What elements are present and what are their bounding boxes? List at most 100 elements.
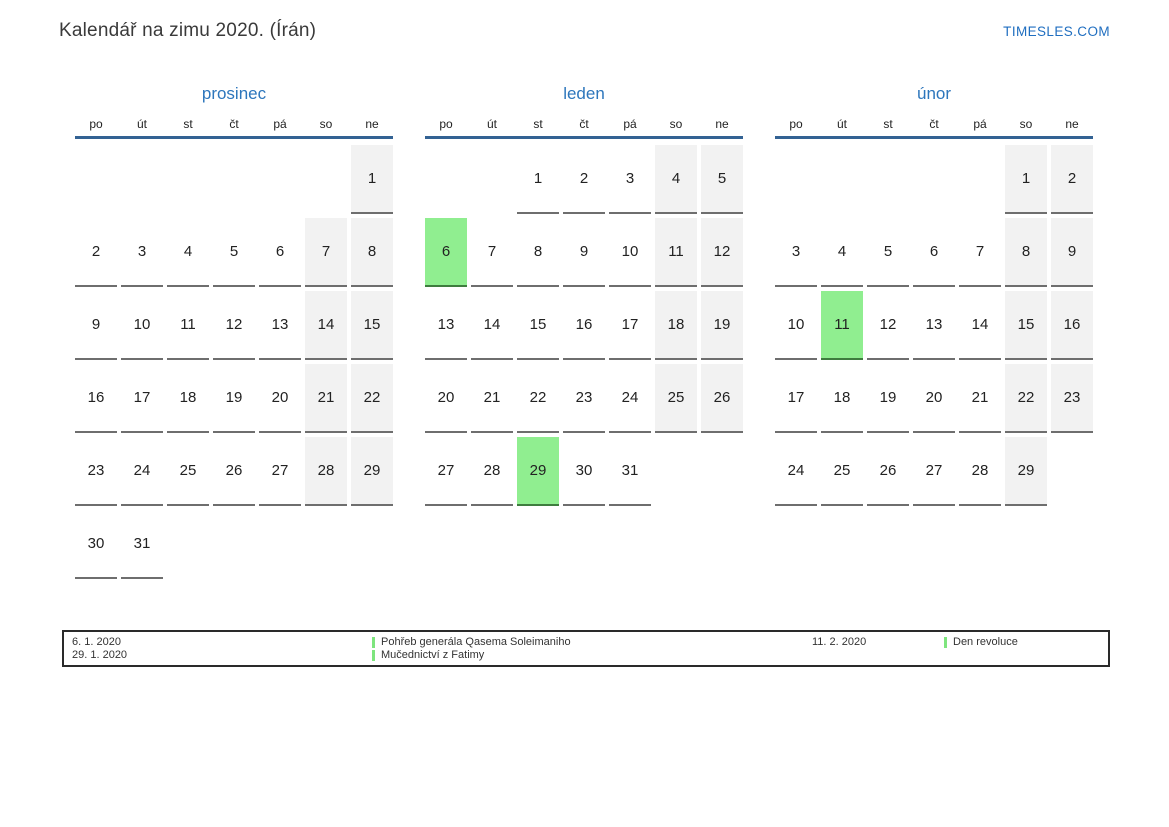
weekday-label-čt: čt	[929, 117, 939, 131]
day-cell-empty	[1051, 437, 1093, 506]
day-grid: 1 2 3 4 5 6 7 8 9 10 11 12 13 14 15 16 17 18 19 20 21 22 23 24 2…	[75, 145, 393, 579]
weekday-header-row: po út st čt pá so ne	[75, 117, 393, 139]
legend-date-label: 6. 1. 2020	[72, 636, 121, 648]
legend-event-bar-icon	[372, 637, 375, 648]
day-cell-feb-21: 21	[959, 364, 1001, 433]
day-cell-dec-7: 7	[305, 218, 347, 287]
day-cell-dec-6: 6	[259, 218, 301, 287]
day-cell-empty	[213, 510, 255, 579]
day-cell-jan-27: 27	[425, 437, 467, 506]
weekday-label-st: st	[533, 117, 543, 131]
day-cell-dec-28: 28	[305, 437, 347, 506]
day-cell-dec-25: 25	[167, 437, 209, 506]
day-cell-feb-16: 16	[1051, 291, 1093, 360]
day-cell-empty	[655, 437, 697, 506]
weekday-label-út: út	[136, 117, 147, 131]
weekday-label-so: so	[669, 117, 683, 131]
day-cell-dec-10: 10	[121, 291, 163, 360]
day-cell-jan-1: 1	[517, 145, 559, 214]
day-cell-dec-8: 8	[351, 218, 393, 287]
day-grid: 1 2 3 4 5 6 7 8 9 10 11 12 13 14 15 16 17 18 19 20 21 22 23 24 2…	[425, 145, 743, 506]
day-cell-empty	[959, 145, 1001, 214]
legend-event: Pohřeb generála Qasema Soleimaniho	[372, 636, 812, 649]
day-cell-empty	[775, 145, 817, 214]
weekday-label-pá: pá	[623, 117, 637, 131]
day-cell-feb-29: 29	[1005, 437, 1047, 506]
weekday-label-pá: pá	[973, 117, 987, 131]
day-cell-feb-11: 11	[821, 291, 863, 360]
legend-date: 11. 2. 2020	[812, 636, 944, 649]
day-cell-feb-3: 3	[775, 218, 817, 287]
day-cell-feb-27: 27	[913, 437, 955, 506]
day-cell-jan-19: 19	[701, 291, 743, 360]
day-cell-feb-9: 9	[1051, 218, 1093, 287]
day-cell-dec-18: 18	[167, 364, 209, 433]
brand-link[interactable]: TIMESLES.COM	[1003, 24, 1110, 39]
month-title-jan: leden	[563, 84, 605, 103]
day-cell-empty	[167, 510, 209, 579]
day-cell-dec-23: 23	[75, 437, 117, 506]
day-cell-dec-3: 3	[121, 218, 163, 287]
weekday-label-so: so	[319, 117, 333, 131]
day-cell-empty	[75, 145, 117, 214]
day-cell-dec-30: 30	[75, 510, 117, 579]
day-cell-feb-22: 22	[1005, 364, 1047, 433]
day-cell-jan-8: 8	[517, 218, 559, 287]
day-cell-dec-20: 20	[259, 364, 301, 433]
legend-events-group-1: Pohřeb generála Qasema Soleimaniho Mučedn…	[372, 636, 812, 661]
legend-event-bar-icon	[372, 650, 375, 661]
day-cell-jan-29: 29	[517, 437, 559, 506]
weekday-label-st: st	[183, 117, 193, 131]
legend-date: 6. 1. 2020	[72, 636, 372, 649]
day-cell-feb-6: 6	[913, 218, 955, 287]
day-cell-jan-23: 23	[563, 364, 605, 433]
day-cell-jan-24: 24	[609, 364, 651, 433]
day-cell-dec-21: 21	[305, 364, 347, 433]
day-cell-feb-12: 12	[867, 291, 909, 360]
legend-box: 6. 1. 2020 29. 1. 2020 Pohřeb generála Qa…	[62, 630, 1110, 667]
month-dec: prosinec po út st čt pá so ne 1 2 3 4 5 6 7 8 9 10 11 12 13 1…	[75, 84, 393, 579]
day-cell-dec-16: 16	[75, 364, 117, 433]
day-cell-empty	[867, 145, 909, 214]
day-cell-feb-10: 10	[775, 291, 817, 360]
day-cell-feb-23: 23	[1051, 364, 1093, 433]
day-cell-empty	[305, 510, 347, 579]
day-cell-dec-11: 11	[167, 291, 209, 360]
day-cell-dec-4: 4	[167, 218, 209, 287]
day-cell-empty	[213, 145, 255, 214]
day-cell-jan-22: 22	[517, 364, 559, 433]
day-cell-empty	[305, 145, 347, 214]
day-cell-empty	[701, 437, 743, 506]
page-title: Kalendář na zimu 2020. (Írán)	[59, 20, 317, 41]
legend-event-label: Pohřeb generála Qasema Soleimaniho	[381, 636, 571, 648]
day-cell-feb-7: 7	[959, 218, 1001, 287]
day-cell-jan-2: 2	[563, 145, 605, 214]
day-cell-dec-31: 31	[121, 510, 163, 579]
day-cell-feb-25: 25	[821, 437, 863, 506]
day-cell-jan-10: 10	[609, 218, 651, 287]
day-cell-jan-26: 26	[701, 364, 743, 433]
day-cell-dec-19: 19	[213, 364, 255, 433]
day-cell-jan-11: 11	[655, 218, 697, 287]
legend-event: Mučednictví z Fatimy	[372, 649, 812, 662]
day-cell-jan-21: 21	[471, 364, 513, 433]
day-cell-dec-27: 27	[259, 437, 301, 506]
legend-events-group-2: Den revoluce	[944, 636, 1100, 661]
legend-date: 29. 1. 2020	[72, 649, 372, 662]
day-cell-jan-6: 6	[425, 218, 467, 287]
month-jan: leden po út st čt pá so ne 1 2 3 4 5 6 7 8 9 10 11 12 13 14 15…	[425, 84, 743, 506]
day-cell-jan-3: 3	[609, 145, 651, 214]
legend-event-bar-icon	[944, 637, 947, 648]
day-cell-empty	[259, 510, 301, 579]
legend-date-label: 11. 2. 2020	[812, 636, 867, 648]
day-cell-feb-2: 2	[1051, 145, 1093, 214]
weekday-label-po: po	[89, 117, 103, 131]
legend-event-label: Den revoluce	[953, 636, 1018, 648]
day-cell-feb-20: 20	[913, 364, 955, 433]
day-cell-feb-18: 18	[821, 364, 863, 433]
day-cell-dec-29: 29	[351, 437, 393, 506]
month-title-dec: prosinec	[201, 84, 267, 103]
weekday-label-ne: ne	[1065, 117, 1079, 131]
day-cell-jan-9: 9	[563, 218, 605, 287]
